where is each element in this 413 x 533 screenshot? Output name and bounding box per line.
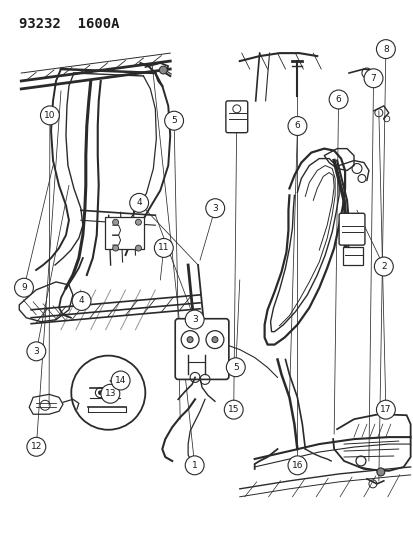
Circle shape (111, 371, 130, 390)
Circle shape (98, 391, 102, 394)
Text: 8: 8 (382, 45, 388, 54)
Circle shape (185, 456, 204, 475)
Circle shape (187, 337, 192, 343)
Text: 14: 14 (115, 376, 126, 385)
Text: 15: 15 (228, 405, 239, 414)
Text: 5: 5 (233, 363, 238, 372)
Circle shape (205, 199, 224, 217)
Circle shape (14, 278, 33, 297)
Circle shape (154, 238, 173, 257)
Text: 13: 13 (104, 389, 116, 398)
Text: 16: 16 (291, 461, 302, 470)
Text: 2: 2 (380, 262, 386, 271)
Circle shape (27, 342, 46, 361)
Circle shape (373, 257, 392, 276)
Circle shape (287, 456, 306, 475)
Circle shape (363, 69, 382, 88)
Circle shape (328, 90, 347, 109)
Circle shape (224, 400, 242, 419)
Circle shape (112, 219, 118, 225)
Text: 3: 3 (212, 204, 218, 213)
Circle shape (135, 219, 141, 225)
Text: 93232  1600A: 93232 1600A (19, 17, 119, 31)
Circle shape (211, 337, 217, 343)
Circle shape (129, 193, 148, 212)
Text: 12: 12 (31, 442, 42, 451)
Circle shape (164, 111, 183, 130)
FancyBboxPatch shape (175, 319, 228, 379)
Text: 10: 10 (44, 111, 55, 120)
Circle shape (112, 245, 118, 251)
Circle shape (226, 358, 244, 377)
Text: 4: 4 (78, 296, 84, 305)
Circle shape (27, 437, 46, 456)
Circle shape (159, 66, 167, 74)
Text: 3: 3 (191, 315, 197, 324)
Text: 9: 9 (21, 283, 27, 292)
Circle shape (72, 292, 91, 310)
Text: 7: 7 (370, 74, 375, 83)
Text: 6: 6 (294, 122, 299, 131)
Circle shape (287, 117, 306, 135)
Circle shape (101, 384, 119, 403)
Text: 11: 11 (158, 244, 169, 253)
Circle shape (185, 310, 204, 329)
Text: 6: 6 (335, 95, 341, 104)
FancyBboxPatch shape (342, 247, 362, 265)
Circle shape (135, 245, 141, 251)
FancyBboxPatch shape (338, 213, 364, 245)
Text: 3: 3 (33, 347, 39, 356)
Circle shape (375, 400, 394, 419)
FancyBboxPatch shape (225, 101, 247, 133)
Circle shape (40, 106, 59, 125)
Circle shape (375, 39, 394, 59)
Text: 5: 5 (171, 116, 176, 125)
Text: 1: 1 (191, 461, 197, 470)
Text: 4: 4 (136, 198, 142, 207)
FancyBboxPatch shape (104, 217, 144, 249)
Text: 17: 17 (379, 405, 391, 414)
Circle shape (376, 468, 384, 476)
